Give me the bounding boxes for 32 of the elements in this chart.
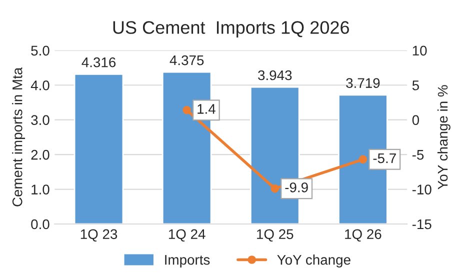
y-tick-label: 0.0 xyxy=(31,219,50,230)
data-label: -5.7 xyxy=(373,153,396,164)
x-tick-label: 1Q 24 xyxy=(168,229,206,242)
y-tick-label: 1.0 xyxy=(32,184,50,194)
x-tick-label: 1Q 25 xyxy=(257,229,294,242)
data-label: -9.9 xyxy=(285,182,308,192)
y2-tick-label: -10 xyxy=(412,184,432,194)
data-label: 4.316 xyxy=(82,57,116,68)
data-label: 3.943 xyxy=(258,70,292,80)
legend-label: Imports xyxy=(165,255,210,268)
data-label: 3.719 xyxy=(346,78,380,88)
data-label: 4.375 xyxy=(170,55,204,66)
point xyxy=(358,155,368,164)
point xyxy=(182,106,191,114)
y-axis-title: Cement imports in Mta xyxy=(12,67,26,206)
y2-tick-label: -5 xyxy=(412,150,424,160)
y2-tick-label: 0 xyxy=(412,115,420,126)
x-tick-label: 1Q 23 xyxy=(80,229,118,242)
y-tick-label: 2.0 xyxy=(31,150,50,160)
y-tick-label: 4.0 xyxy=(30,80,50,90)
data-label: 1.4 xyxy=(198,104,216,114)
y2-tick-label: 10 xyxy=(412,46,427,56)
chart-title: US Cement Imports 1Q 2026 xyxy=(113,21,349,38)
y2-tick-label: -15 xyxy=(412,219,432,230)
y-tick-label: 5.0 xyxy=(31,46,50,56)
y-tick-label: 3.0 xyxy=(31,115,50,126)
y2-axis-title: YoY change in % xyxy=(437,85,450,190)
y2-tick-label: 5 xyxy=(412,80,419,90)
bar xyxy=(74,73,124,224)
x-tick-label: 1Q 26 xyxy=(345,229,382,242)
point xyxy=(270,184,280,193)
legend-label: YoY change xyxy=(277,254,350,268)
